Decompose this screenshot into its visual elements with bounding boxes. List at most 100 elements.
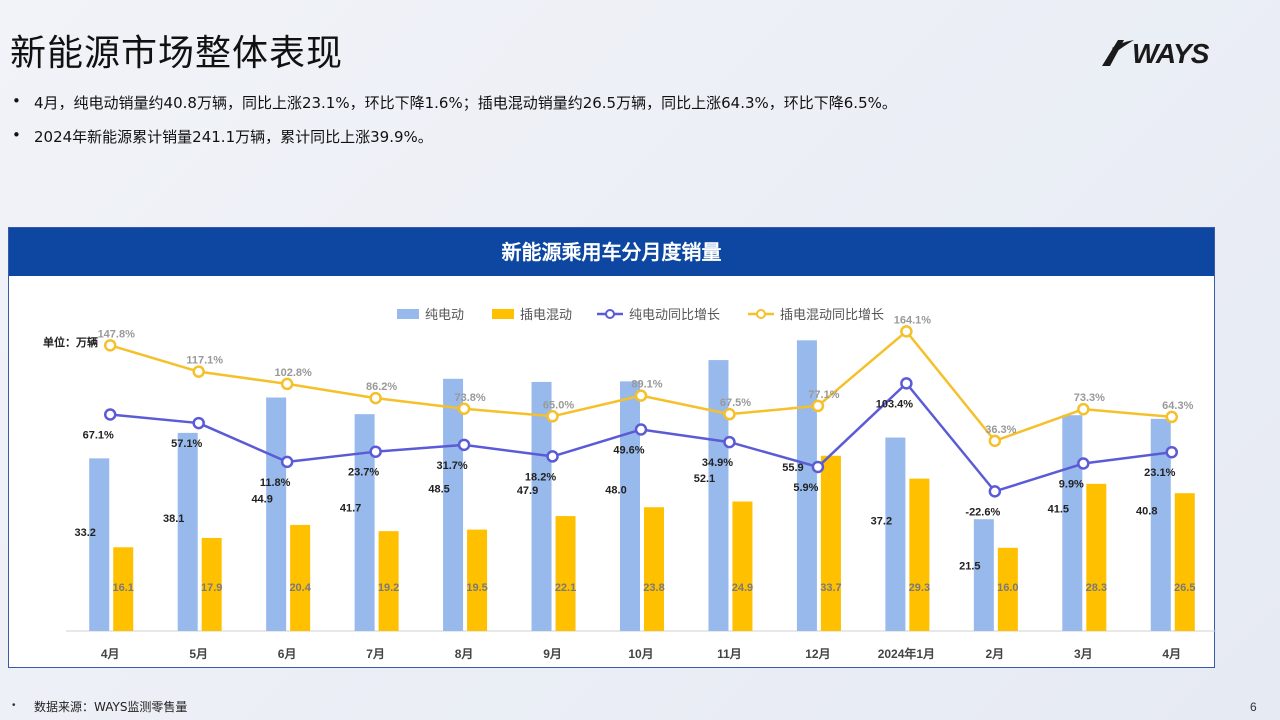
line-data-label: 5.9%: [793, 482, 818, 494]
legend-label: 插电混动同比增长: [780, 307, 884, 322]
bar-phev: [555, 516, 576, 631]
bar-data-label: 52.1: [694, 473, 715, 485]
line-point: [723, 407, 736, 421]
chart-panel: 新能源乘用车分月度销量 单位：万辆 纯电动 插电混动 纯电动同比增长 插电混动同比增长 3…: [8, 227, 1216, 668]
legend-swatch: [397, 309, 419, 319]
bar-data-label: 55.9: [782, 462, 803, 474]
line-data-label: 73.8%: [454, 392, 485, 404]
line-data-label: 67.1%: [83, 429, 114, 441]
chart-title: 新能源乘用车分月度销量: [9, 228, 1214, 276]
bar-data-label: 48.5: [428, 483, 449, 495]
page-title: 新能源市场整体表现: [10, 33, 344, 74]
bar-phev: [909, 478, 930, 631]
line-point: [900, 325, 913, 338]
bar-data-label: 37.2: [871, 516, 892, 528]
line-data-label: 86.2%: [366, 381, 397, 393]
line-data-label: 9.9%: [1059, 479, 1084, 491]
bullet-item: • 4月，纯电动销量约40.8万辆，同比上涨23.1%，环比下降1.6%；插电混…: [12, 92, 1252, 113]
bar-data-label: 22.1: [555, 582, 576, 594]
bar-bev: [1062, 415, 1083, 631]
line-data-label: 102.8%: [274, 367, 312, 379]
line-data-label: 77.1%: [808, 389, 839, 401]
bar-phev: [644, 507, 664, 631]
line-point: [369, 445, 382, 458]
bar-data-label: 47.9: [517, 485, 538, 497]
line-data-label: 67.5%: [720, 397, 751, 409]
bar-bev: [354, 414, 375, 631]
ways-logo-icon: [1102, 40, 1134, 66]
line-point: [546, 410, 559, 423]
line-point: [1077, 402, 1090, 416]
bar-data-label: 41.5: [1048, 503, 1069, 515]
bar-data-label: 44.9: [251, 494, 272, 506]
line-point: [103, 339, 117, 352]
line-point: [1165, 445, 1179, 459]
legend-marker: [605, 309, 615, 319]
bar-phev: [113, 547, 134, 631]
line-data-label: 36.3%: [985, 424, 1016, 436]
x-tick-label: 8月: [455, 647, 474, 661]
line-data-label: 34.9%: [702, 457, 733, 469]
summary-bullets: • 4月，纯电动销量约40.8万辆，同比上涨23.1%，环比下降1.6%；插电混…: [12, 92, 1252, 160]
bar-data-label: 33.2: [75, 527, 96, 539]
line-point: [1077, 457, 1090, 470]
legend-label: 插电混动: [520, 307, 572, 322]
sales-chart: 单位：万辆 纯电动 插电混动 纯电动同比增长 插电混动同比增长 33.2 38.1 44.9 4…: [43, 307, 1216, 661]
line-data-label: 11.8%: [260, 477, 291, 489]
footer-bullet-icon: •: [12, 700, 16, 711]
bar-bev: [973, 519, 994, 631]
line-point: [280, 455, 294, 469]
unit-label: 单位：万辆: [43, 335, 98, 349]
legend-marker: [756, 309, 766, 319]
bar-phev: [1086, 483, 1107, 631]
x-tick-label: 2024年1月: [878, 646, 935, 661]
line-point: [369, 391, 382, 405]
bar-data-label: 29.3: [909, 582, 930, 594]
bullet-text: 2024年新能源累计销量241.1万辆，累计同比上涨39.9%。: [34, 128, 433, 146]
bullet-text: 4月，纯电动销量约40.8万辆，同比上涨23.1%，环比下降1.6%；插电混动销…: [34, 94, 897, 112]
line-data-label: 31.7%: [436, 460, 467, 472]
bar-bev: [531, 381, 552, 631]
x-tick-label: 4月: [101, 647, 120, 661]
x-tick-label: 7月: [366, 647, 385, 661]
x-tick-label: 11月: [717, 647, 742, 661]
line-point: [192, 416, 205, 430]
line-point: [634, 423, 648, 436]
line-data-label: 117.1%: [186, 355, 223, 367]
line-point: [1165, 410, 1179, 424]
page-number: 6: [1250, 700, 1257, 714]
line-data-label: 49.6%: [613, 444, 644, 456]
line-point: [457, 402, 471, 416]
line-point: [723, 435, 736, 449]
line-data-label: 164.1%: [894, 314, 932, 326]
line-data-label: 65.0%: [543, 399, 574, 411]
bar-bev: [620, 381, 640, 631]
line-point: [811, 460, 825, 474]
line-point: [900, 377, 913, 390]
line-data-label: 147.8%: [98, 328, 136, 340]
line-point: [280, 377, 294, 391]
line-point: [546, 450, 559, 463]
x-tick-label: 12月: [805, 647, 830, 661]
line-point: [634, 389, 648, 402]
bar-phev: [732, 501, 753, 631]
line-point: [988, 434, 1002, 448]
bar-data-label: 38.1: [163, 513, 184, 525]
logo-text: WAYS: [1132, 38, 1209, 69]
x-tick-label: 5月: [189, 647, 208, 661]
line-data-label: -22.6%: [965, 506, 1000, 518]
bar-bev: [89, 458, 110, 631]
x-tick-label: 3月: [1074, 647, 1093, 661]
bar-data-label: 17.9: [201, 582, 222, 594]
bar-phev: [467, 529, 488, 631]
bar-data-label: 40.8: [1136, 505, 1157, 517]
bar-data-label: 41.7: [340, 503, 361, 515]
line-point: [192, 365, 205, 378]
line-point: [811, 399, 825, 413]
line-data-label: 18.2%: [525, 471, 556, 483]
line-data-label: 23.7%: [348, 467, 379, 479]
bar-phev: [820, 455, 841, 631]
bar-data-label: 20.4: [289, 582, 311, 594]
bar-data-label: 16.0: [997, 582, 1018, 594]
bar-data-label: 19.2: [378, 582, 399, 594]
